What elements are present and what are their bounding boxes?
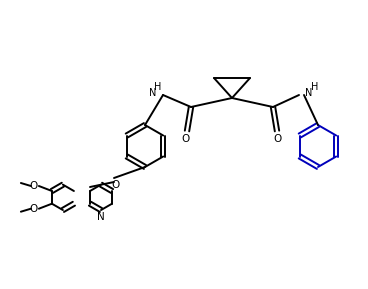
Text: O: O xyxy=(30,204,38,214)
Text: N: N xyxy=(305,88,313,98)
Text: O: O xyxy=(111,180,119,190)
Text: N: N xyxy=(97,212,105,222)
Text: H: H xyxy=(154,82,162,92)
Text: N: N xyxy=(149,88,157,98)
Text: O: O xyxy=(274,134,282,144)
Text: H: H xyxy=(311,82,319,92)
Text: O: O xyxy=(30,181,38,191)
Text: O: O xyxy=(182,134,190,144)
